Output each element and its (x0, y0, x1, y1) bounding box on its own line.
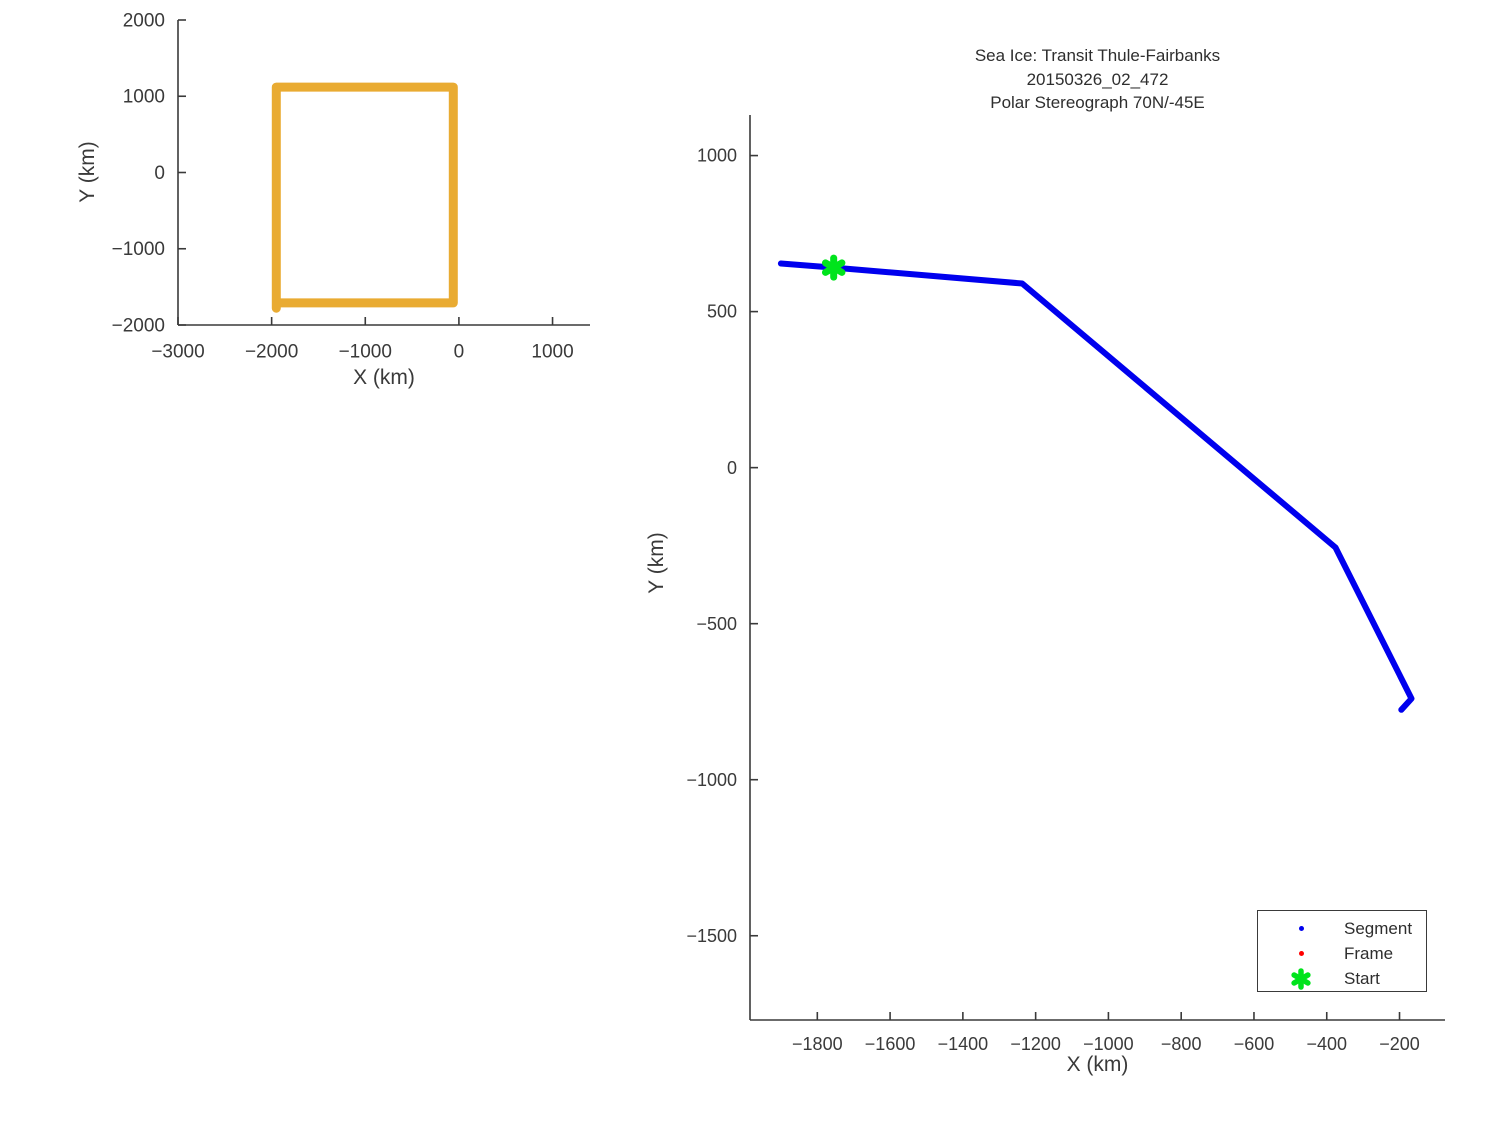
y-tick-label: −2000 (112, 315, 165, 336)
start-marker (821, 254, 846, 281)
x-tick-label: −2000 (245, 341, 298, 362)
legend-label-start: Start (1344, 968, 1380, 988)
frame-dot-icon (1258, 951, 1344, 956)
x-tick-label: −3000 (151, 341, 204, 362)
track-chart-title-line1: Sea Ice: Transit Thule-Fairbanks (974, 46, 1221, 65)
transit-track-series-segment (777, 260, 1415, 713)
x-tick-label: 1000 (531, 341, 573, 362)
track-chart-title: Sea Ice: Transit Thule-Fairbanks 2015032… (750, 44, 1445, 115)
x-tick-label: −400 (1306, 1034, 1347, 1054)
legend-label-segment: Segment (1344, 918, 1413, 938)
legend: Segment Frame Start (1257, 910, 1427, 992)
x-tick-label: −1600 (865, 1034, 916, 1054)
track-chart-title-line2: 20150326_02_472 (1026, 69, 1169, 89)
y-tick-label: 0 (154, 163, 165, 184)
y-tick-label: −500 (696, 614, 737, 634)
x-tick-label: −1000 (339, 341, 392, 362)
legend-item-start: Start (1258, 966, 1426, 991)
y-tick-label: 1000 (123, 87, 165, 108)
y-tick-label: 0 (727, 458, 737, 478)
y-tick-label: −1000 (686, 770, 737, 790)
x-tick-label: −200 (1379, 1034, 1420, 1054)
legend-item-frame: Frame (1258, 941, 1426, 966)
overview-x-axis-label: X (km) (353, 366, 415, 389)
overview-y-axis-label: Y (km) (76, 141, 99, 203)
transit-track-axes: −1800 −1600 −1400 −1200 −1000 −800 −600 −400 −20… (686, 115, 1445, 1054)
track-x-axis-label: X (km) (1066, 1053, 1129, 1076)
y-tick-label: 500 (707, 302, 737, 322)
x-tick-label: −1400 (938, 1034, 989, 1054)
segment-dot-icon (1258, 926, 1344, 931)
x-tick-label: −1800 (792, 1034, 843, 1054)
overview-map-axes: −3000 −2000 −1000 0 1000 −2000 −1000 0 1000 2000 (112, 10, 590, 362)
x-tick-label: −1000 (1083, 1034, 1134, 1054)
y-tick-label: 2000 (123, 10, 165, 31)
y-tick-label: 1000 (697, 146, 737, 166)
x-tick-label: −800 (1161, 1034, 1202, 1054)
x-tick-label: 0 (454, 341, 465, 362)
start-asterisk-icon (1258, 967, 1344, 990)
overview-map-series-coverage-region-outline (271, 82, 458, 313)
x-tick-label: −1200 (1010, 1034, 1061, 1054)
track-y-axis-label: Y (km) (645, 532, 668, 594)
y-tick-label: −1000 (112, 239, 165, 260)
legend-item-segment: Segment (1258, 916, 1426, 941)
legend-label-frame: Frame (1344, 943, 1394, 963)
track-chart-title-line3: Polar Stereograph 70N/-45E (990, 93, 1205, 112)
x-tick-label: −600 (1234, 1034, 1275, 1054)
y-tick-label: −1500 (686, 926, 737, 946)
